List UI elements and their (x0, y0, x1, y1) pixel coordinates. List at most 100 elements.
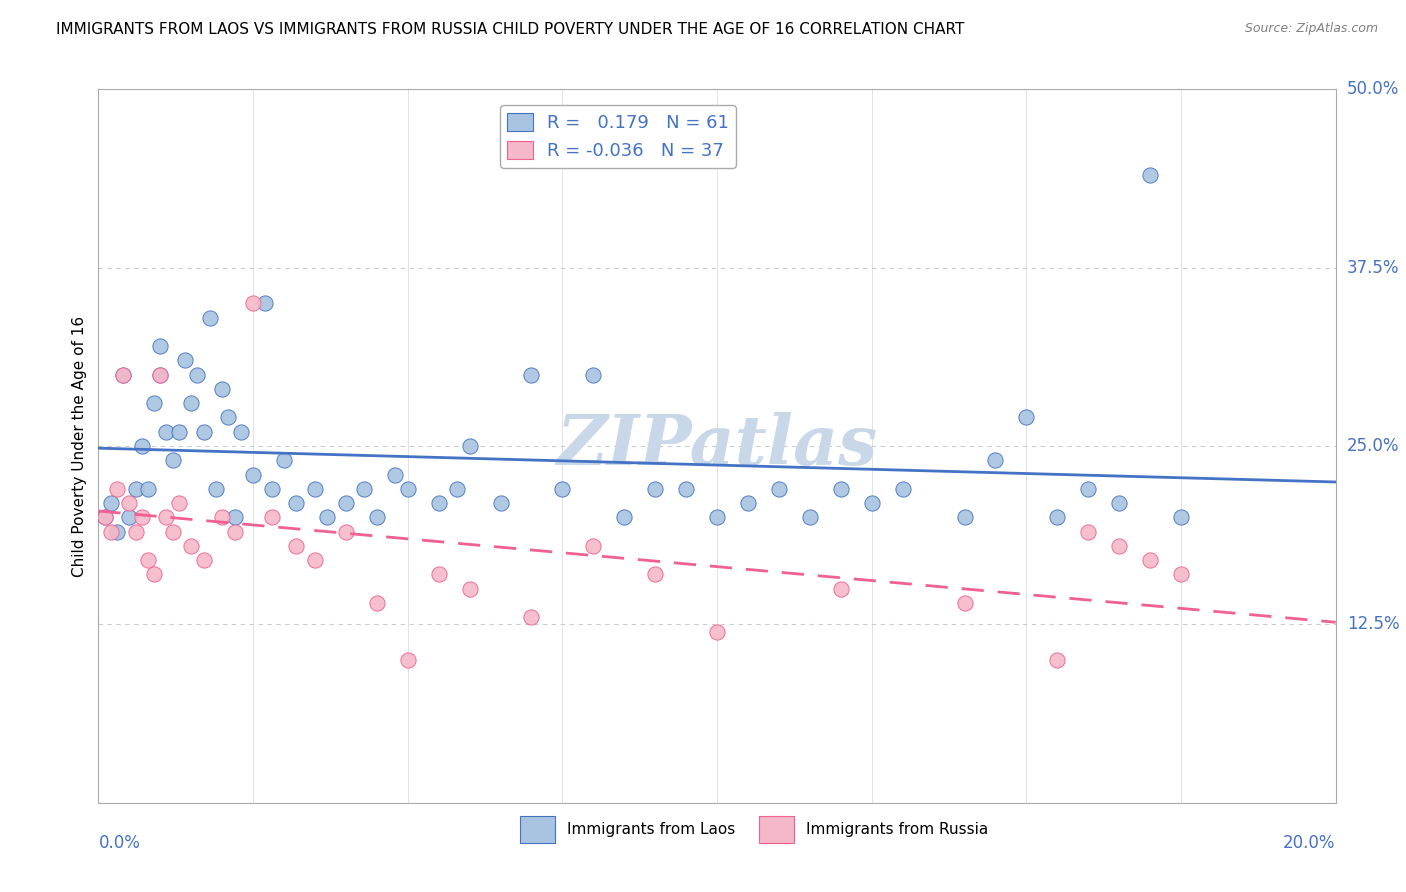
Point (180, 396, 202, 410)
Text: 20.0%: 20.0% (1284, 834, 1336, 852)
Point (644, 567, 666, 582)
Y-axis label: Child Poverty Under the Age of 16: Child Poverty Under the Age of 16 (72, 316, 87, 576)
Point (737, 496, 759, 510)
Point (1170, 567, 1192, 582)
Point (799, 510, 821, 524)
Point (149, 368, 172, 382)
Text: 25.0%: 25.0% (1347, 437, 1399, 455)
Point (162, 453, 184, 467)
Point (167, 425, 190, 439)
Point (366, 510, 388, 524)
Point (830, 482, 852, 496)
Legend: R =   0.179   N = 61, R = -0.036   N = 37: R = 0.179 N = 61, R = -0.036 N = 37 (501, 105, 737, 168)
Point (100, 496, 122, 510)
Point (1046, 510, 1069, 524)
Point (198, 310, 221, 325)
Point (174, 353, 197, 368)
Point (582, 368, 605, 382)
Point (396, 482, 419, 496)
Point (335, 496, 357, 510)
Point (613, 510, 636, 524)
Point (427, 496, 450, 510)
Point (124, 482, 146, 496)
Point (427, 567, 450, 582)
Point (229, 425, 252, 439)
Point (1077, 482, 1099, 496)
Point (644, 482, 666, 496)
Point (112, 368, 135, 382)
Point (118, 496, 141, 510)
Point (162, 524, 184, 539)
Point (105, 524, 128, 539)
Point (706, 624, 728, 639)
Point (105, 482, 128, 496)
Point (224, 524, 246, 539)
Point (217, 410, 239, 425)
Point (193, 425, 215, 439)
Point (1015, 410, 1038, 425)
Point (143, 567, 166, 582)
Point (304, 553, 326, 567)
Point (112, 368, 135, 382)
Point (520, 368, 543, 382)
Point (136, 553, 159, 567)
Point (1139, 168, 1161, 182)
Text: Source: ZipAtlas.com: Source: ZipAtlas.com (1244, 22, 1378, 36)
Point (260, 482, 283, 496)
Point (768, 482, 790, 496)
Point (273, 453, 295, 467)
Point (211, 510, 233, 524)
Point (384, 467, 406, 482)
Point (149, 339, 172, 353)
Point (211, 382, 233, 396)
Point (353, 482, 375, 496)
Point (131, 510, 153, 524)
Point (149, 368, 172, 382)
Point (489, 496, 512, 510)
Text: 0.0%: 0.0% (98, 834, 141, 852)
Text: 37.5%: 37.5% (1347, 259, 1399, 277)
Point (1139, 553, 1161, 567)
Point (254, 296, 277, 310)
Point (143, 396, 166, 410)
Point (830, 582, 852, 596)
Point (155, 425, 177, 439)
Point (1108, 496, 1130, 510)
Text: Immigrants from Laos: Immigrants from Laos (567, 822, 735, 837)
Point (335, 524, 357, 539)
Point (953, 596, 976, 610)
Point (224, 510, 246, 524)
Text: IMMIGRANTS FROM LAOS VS IMMIGRANTS FROM RUSSIA CHILD POVERTY UNDER THE AGE OF 16: IMMIGRANTS FROM LAOS VS IMMIGRANTS FROM … (56, 22, 965, 37)
Point (675, 482, 697, 496)
Point (260, 510, 283, 524)
Point (285, 539, 308, 553)
Point (1046, 653, 1069, 667)
Point (396, 653, 419, 667)
Point (1108, 539, 1130, 553)
Point (100, 524, 122, 539)
Point (155, 510, 177, 524)
Point (366, 596, 388, 610)
Point (446, 482, 468, 496)
Point (1170, 510, 1192, 524)
Point (167, 496, 190, 510)
Point (193, 553, 215, 567)
Point (984, 453, 1007, 467)
Point (180, 539, 202, 553)
Text: 12.5%: 12.5% (1347, 615, 1399, 633)
Point (285, 496, 308, 510)
Point (458, 582, 481, 596)
Point (304, 482, 326, 496)
Point (131, 439, 153, 453)
Point (551, 482, 574, 496)
Point (316, 510, 339, 524)
Point (242, 296, 264, 310)
Point (118, 510, 141, 524)
Point (186, 368, 208, 382)
Point (205, 482, 228, 496)
Point (582, 539, 605, 553)
Point (706, 510, 728, 524)
Point (124, 524, 146, 539)
Text: Immigrants from Russia: Immigrants from Russia (806, 822, 988, 837)
Point (860, 496, 883, 510)
